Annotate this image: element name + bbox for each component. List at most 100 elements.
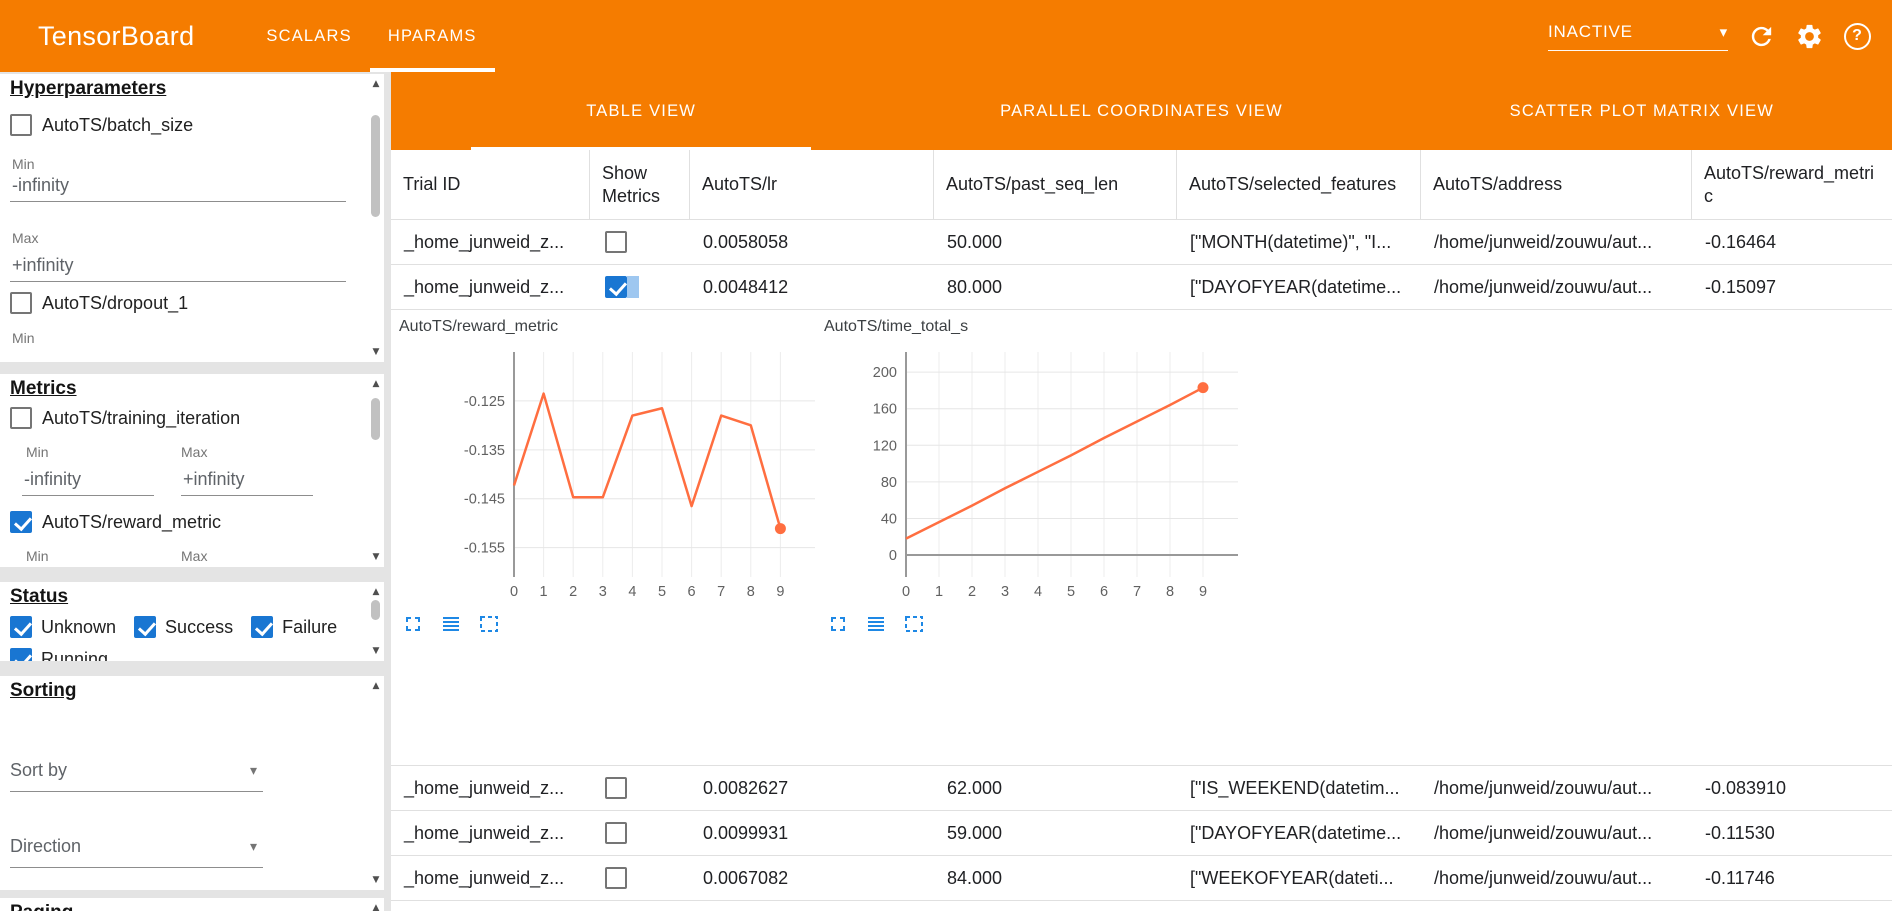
lr-cell: 0.0058058 <box>703 231 789 252</box>
run-status-value: INACTIVE <box>1548 21 1633 41</box>
status-failure-checkbox[interactable] <box>251 616 274 638</box>
header-nav: SCALARS HPARAMS <box>248 0 495 72</box>
svg-text:3: 3 <box>1001 584 1009 600</box>
training-iteration-min-input[interactable] <box>22 464 154 496</box>
status-options-row: Running <box>10 648 117 661</box>
paging-heading: Paging <box>10 902 73 911</box>
show-metrics-checkbox[interactable] <box>605 276 627 298</box>
past-seq-len-cell: 80.000 <box>947 276 1003 297</box>
scroll-down-icon[interactable]: ▼ <box>372 646 380 656</box>
help-icon[interactable]: ? <box>1842 21 1872 51</box>
metric-training-iteration-checkbox[interactable] <box>10 407 32 429</box>
scroll-up-icon[interactable]: ▲ <box>372 681 380 691</box>
col-autots-past-seq-len[interactable]: AutoTS/past_seq_len <box>934 150 1177 219</box>
fullscreen-icon[interactable] <box>826 612 850 636</box>
min-label: Min <box>12 330 35 346</box>
trial-id-cell: _home_junweid_z... <box>404 822 565 843</box>
table-row: _home_junweid_z... 0.0048412 80.000 ["DAYOF… <box>391 265 1892 310</box>
reward-metric-cell: -0.16464 <box>1705 231 1777 252</box>
drag-zoom-icon[interactable] <box>477 612 501 636</box>
training-iteration-max-input[interactable] <box>181 464 313 496</box>
paging-scrollbar[interactable]: ▲ <box>368 898 384 911</box>
col-autots-lr[interactable]: AutoTS/lr <box>690 150 934 219</box>
col-autots-selected-features[interactable]: AutoTS/selected_features <box>1177 150 1421 219</box>
tab-parallel-coordinates-view[interactable]: PARALLEL COORDINATES VIEW <box>1000 101 1283 120</box>
direction-select[interactable]: Direction ▾ <box>10 836 263 868</box>
scroll-down-icon[interactable]: ▼ <box>372 552 380 562</box>
selected-features-cell: ["IS_WEEKEND(datetim... <box>1190 777 1400 798</box>
chart-title: AutoTS/time_total_s <box>824 318 969 335</box>
max-label: Max <box>181 444 208 460</box>
show-metrics-cell <box>590 265 690 309</box>
svg-text:4: 4 <box>1034 584 1042 600</box>
svg-text:-0.155: -0.155 <box>464 541 505 557</box>
view-lines-icon[interactable] <box>864 612 888 636</box>
scroll-up-icon[interactable]: ▲ <box>372 587 380 597</box>
status-heading: Status <box>10 586 69 607</box>
status-running-checkbox[interactable] <box>10 648 32 661</box>
status-scrollbar[interactable]: ▲ ▼ <box>368 582 384 661</box>
col-autots-reward-metric[interactable]: AutoTS/reward_metric <box>1704 162 1875 206</box>
col-trial-id[interactable]: Trial ID <box>391 150 590 219</box>
svg-text:2: 2 <box>968 584 976 600</box>
col-show-metrics[interactable]: Show Metrics <box>590 150 690 219</box>
drag-zoom-icon[interactable] <box>902 612 926 636</box>
past-seq-len-cell: 50.000 <box>947 231 1003 252</box>
reward-metric-cell: -0.11530 <box>1705 822 1775 843</box>
tab-scatter-plot-matrix-view[interactable]: SCATTER PLOT MATRIX VIEW <box>1509 101 1775 120</box>
refresh-icon[interactable] <box>1746 21 1776 51</box>
run-status-dropdown[interactable]: INACTIVE ▾ <box>1548 22 1728 51</box>
settings-icon[interactable] <box>1794 21 1824 51</box>
svg-text:-0.125: -0.125 <box>464 394 505 410</box>
hparam-batch-size-checkbox[interactable] <box>10 114 32 136</box>
show-metrics-cell <box>590 220 690 264</box>
status-unknown-checkbox[interactable] <box>10 616 32 638</box>
scroll-up-icon[interactable]: ▲ <box>372 903 380 911</box>
svg-text:6: 6 <box>1100 584 1108 600</box>
status-options-row: Unknown Success Failure <box>10 616 346 638</box>
col-autots-address[interactable]: AutoTS/address <box>1421 150 1692 219</box>
svg-text:0: 0 <box>889 548 897 564</box>
metric-reward-metric-label: AutoTS/reward_metric <box>42 511 222 532</box>
scroll-down-icon[interactable]: ▼ <box>372 347 380 357</box>
tab-scalars[interactable]: SCALARS <box>266 26 352 45</box>
view-lines-icon[interactable] <box>439 612 463 636</box>
metric-reward-metric-checkbox[interactable] <box>10 511 32 533</box>
sorting-panel: Sorting Sort by ▾ Direction ▾ ▲ ▼ <box>0 676 384 890</box>
batch-size-max-input[interactable] <box>10 250 346 282</box>
min-label: Min <box>26 548 49 564</box>
tab-hparams[interactable]: HPARAMS <box>369 0 495 72</box>
hyperparameters-scrollbar[interactable]: ▲ ▼ <box>368 74 384 362</box>
scroll-up-icon[interactable]: ▲ <box>372 79 380 89</box>
fullscreen-icon[interactable] <box>401 612 425 636</box>
show-metrics-checkbox[interactable] <box>605 231 627 253</box>
paging-panel: Paging ▲ <box>0 898 384 911</box>
status-success-checkbox[interactable] <box>134 616 157 638</box>
svg-text:3: 3 <box>599 584 607 600</box>
show-metrics-checkbox[interactable] <box>605 867 627 889</box>
chevron-down-icon: ▾ <box>1719 22 1728 41</box>
scroll-up-icon[interactable]: ▲ <box>372 379 380 389</box>
show-metrics-checkbox[interactable] <box>605 822 627 844</box>
table-row: _home_junweid_z... 0.0067082 84.000 ["WEEKO… <box>391 856 1892 901</box>
scrollbar-thumb[interactable] <box>371 398 380 440</box>
show-metrics-checkbox[interactable] <box>605 777 627 799</box>
metrics-scrollbar[interactable]: ▲ ▼ <box>368 374 384 567</box>
scrollbar-thumb[interactable] <box>371 600 380 620</box>
lr-cell: 0.0082627 <box>703 777 789 798</box>
reward-metric-chart[interactable]: -0.125 -0.135 -0.145 -0.155 0 1 2 3 4 5 6 7 8 9 <box>399 342 819 602</box>
svg-text:0: 0 <box>902 584 910 600</box>
tab-table-view[interactable]: TABLE VIEW <box>391 72 891 150</box>
table-rows-top: _home_junweid_z... 0.0058058 50.000 ["MONTH… <box>391 220 1892 310</box>
sorting-scrollbar[interactable]: ▲ ▼ <box>368 676 384 890</box>
time-total-chart[interactable]: 0 40 80 120 160 200 0 1 2 3 4 5 6 7 8 9 <box>824 342 1244 602</box>
svg-text:-0.135: -0.135 <box>464 443 505 459</box>
selected-features-cell: ["DAYOFYEAR(datetime... <box>1190 822 1402 843</box>
scrollbar-thumb[interactable] <box>371 115 380 217</box>
scroll-down-icon[interactable]: ▼ <box>372 875 380 885</box>
hparam-dropout-checkbox[interactable] <box>10 292 32 314</box>
sort-by-select[interactable]: Sort by ▾ <box>10 760 263 792</box>
hyperparameters-panel: Hyperparameters AutoTS/batch_size Min Ma… <box>0 74 384 362</box>
batch-size-min-input[interactable] <box>10 170 346 202</box>
hparam-batch-size-row: AutoTS/batch_size <box>10 114 193 136</box>
